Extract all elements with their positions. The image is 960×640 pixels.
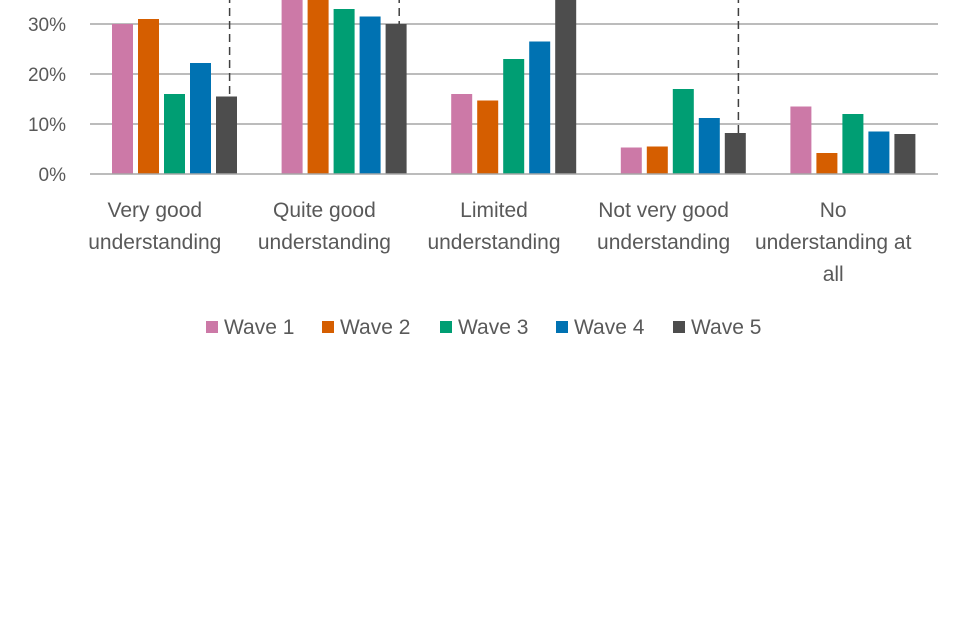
category-label-line: understanding at	[755, 231, 912, 254]
legend-swatch	[206, 321, 218, 333]
legend-label: Wave 2	[340, 316, 410, 339]
bar	[112, 24, 133, 174]
bar	[620, 147, 642, 174]
category-label-line: Very good	[108, 199, 203, 222]
legend: Wave 1 Wave 2 Wave 3 Wave 4 Wave 5	[206, 316, 761, 339]
bar	[307, 0, 329, 174]
y-tick-labels: 0% 10% 20% 30%	[28, 15, 66, 186]
category-label-line: understanding	[427, 231, 560, 254]
legend-label: Wave 3	[458, 316, 528, 339]
legend-swatch	[556, 321, 568, 333]
bar	[646, 146, 668, 174]
y-tick-label: 20%	[28, 65, 66, 86]
bar	[868, 131, 890, 174]
legend-label: Wave 4	[574, 316, 645, 339]
bar	[842, 114, 864, 174]
category-labels: Very good understanding Quite good understa…	[88, 199, 911, 286]
y-tick-label: 0%	[39, 165, 67, 186]
bar	[503, 59, 525, 174]
bar	[894, 134, 916, 174]
legend-label: Wave 1	[224, 316, 294, 339]
y-tick-label: 30%	[28, 15, 66, 36]
bar	[555, 0, 577, 174]
category-label-line: No	[820, 199, 847, 222]
legend-swatch	[440, 321, 452, 333]
category-label-line: understanding	[258, 231, 391, 254]
bar	[164, 94, 185, 174]
category-label-line: all	[823, 263, 844, 286]
category-label: Limited understanding	[427, 199, 560, 254]
category-label-line: understanding	[88, 231, 221, 254]
bar	[724, 133, 746, 174]
bar	[359, 16, 381, 174]
bar	[385, 24, 407, 174]
y-tick-label: 10%	[28, 115, 66, 136]
bar	[790, 106, 812, 174]
category-label: Not very good understanding	[597, 199, 730, 254]
bar	[698, 118, 720, 174]
category-label-line: Quite good	[273, 199, 376, 222]
bar	[672, 89, 694, 174]
category-label: Very good understanding	[88, 199, 221, 254]
category-label-line: understanding	[597, 231, 730, 254]
bar	[190, 63, 211, 174]
bar	[281, 0, 303, 174]
bar	[333, 9, 355, 174]
bar	[477, 100, 499, 174]
bar	[816, 153, 838, 174]
category-label: Quite good understanding	[258, 199, 391, 254]
bars	[112, 0, 916, 174]
legend-swatch	[673, 321, 685, 333]
bar	[138, 19, 159, 174]
category-label-line: Limited	[460, 199, 528, 222]
legend-label: Wave 5	[691, 316, 761, 339]
category-label-line: Not very good	[598, 199, 729, 222]
bar	[529, 41, 551, 174]
category-label: No understanding at all	[755, 199, 912, 286]
legend-swatch	[322, 321, 334, 333]
bar	[216, 96, 237, 174]
bar	[451, 94, 473, 174]
